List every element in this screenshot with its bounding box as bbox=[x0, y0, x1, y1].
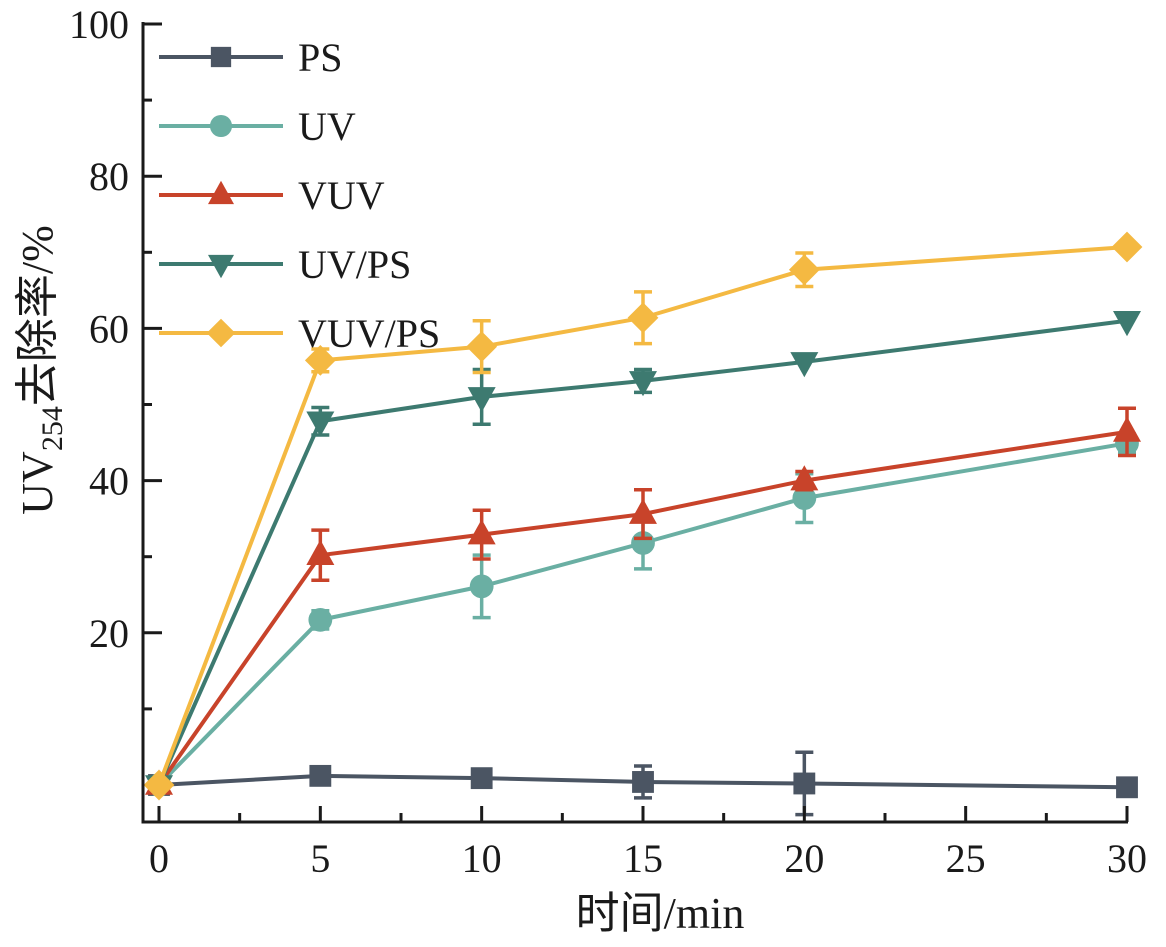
series-vuv-ps bbox=[143, 231, 1143, 801]
data-point bbox=[308, 607, 333, 632]
data-point bbox=[466, 331, 498, 363]
legend-label: VUV/PS bbox=[298, 311, 440, 356]
y-ticks: 20 40 60 80 100 bbox=[69, 2, 162, 711]
data-point bbox=[788, 254, 820, 286]
legend-marker bbox=[210, 46, 232, 68]
data-point bbox=[1116, 776, 1138, 799]
data-point bbox=[629, 498, 657, 524]
data-point bbox=[467, 519, 496, 545]
series-layer bbox=[143, 231, 1143, 817]
data-point bbox=[469, 574, 494, 599]
data-point bbox=[629, 371, 657, 397]
data-point bbox=[790, 465, 819, 491]
legend-item: VUV/PS bbox=[159, 311, 440, 356]
series-line bbox=[157, 244, 1128, 786]
x-tick-label: 15 bbox=[623, 836, 663, 881]
series-line bbox=[158, 773, 1128, 790]
data-point bbox=[793, 772, 816, 795]
y-axis-title-suffix: 去除率/% bbox=[13, 225, 62, 406]
y-tick-label: 20 bbox=[89, 611, 129, 656]
legend-label: UV/PS bbox=[298, 242, 411, 287]
data-point bbox=[632, 771, 654, 793]
data-point bbox=[627, 302, 659, 334]
legend-item: PS bbox=[159, 35, 343, 80]
data-point bbox=[309, 764, 332, 787]
y-tick-label: 100 bbox=[69, 2, 129, 47]
x-tick-label: 20 bbox=[784, 836, 824, 881]
series-uv bbox=[147, 431, 1139, 797]
legend: PS UV VUV UV/PS VUV/PS bbox=[159, 35, 440, 356]
data-point bbox=[470, 767, 493, 790]
series-ps bbox=[148, 750, 1138, 817]
data-point bbox=[1111, 231, 1143, 263]
x-axis-title: 时间/min bbox=[576, 889, 745, 938]
x-tick-label: 5 bbox=[310, 836, 330, 881]
y-axis-title-main: UV bbox=[13, 451, 62, 515]
series-vuv bbox=[145, 406, 1141, 795]
data-point bbox=[1113, 416, 1141, 442]
data-point bbox=[306, 411, 335, 437]
data-point bbox=[1113, 310, 1141, 337]
legend-item: UV bbox=[159, 104, 356, 149]
axes: 0 5 10 15 20 25 30 20 40 60 80 100 bbox=[69, 2, 1147, 881]
data-point bbox=[467, 387, 496, 413]
legend-item: VUV bbox=[159, 173, 385, 218]
series-line bbox=[157, 441, 1128, 787]
legend-marker bbox=[206, 318, 236, 348]
legend-label: PS bbox=[298, 35, 343, 80]
series-line bbox=[157, 429, 1128, 787]
data-point bbox=[304, 344, 336, 376]
data-point bbox=[306, 539, 335, 565]
y-tick-label: 60 bbox=[89, 306, 129, 351]
x-tick-label: 10 bbox=[462, 836, 502, 881]
x-ticks: 0 5 10 15 20 25 30 bbox=[149, 806, 1147, 881]
y-tick-label: 80 bbox=[89, 154, 129, 199]
data-point bbox=[792, 486, 817, 511]
x-tick-label: 25 bbox=[946, 836, 986, 881]
y-tick-label: 40 bbox=[89, 459, 129, 504]
legend-item: UV/PS bbox=[159, 242, 411, 287]
legend-label: VUV bbox=[298, 173, 385, 218]
x-tick-label: 0 bbox=[149, 836, 169, 881]
data-point bbox=[143, 769, 175, 801]
legend-marker bbox=[209, 114, 233, 138]
legend-marker bbox=[208, 180, 234, 205]
y-axis-title-subscript: 254 bbox=[36, 406, 69, 451]
legend-marker bbox=[208, 254, 234, 279]
series-line bbox=[157, 318, 1128, 786]
data-point bbox=[790, 352, 819, 378]
y-axis-title: UV254去除率/% bbox=[13, 225, 69, 514]
x-tick-label: 30 bbox=[1107, 836, 1147, 881]
legend-label: UV bbox=[298, 104, 356, 149]
